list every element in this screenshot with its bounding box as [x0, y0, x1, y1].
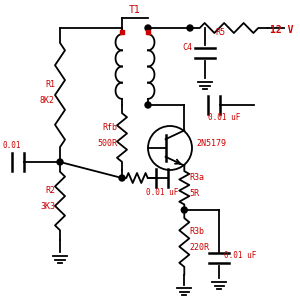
Circle shape	[145, 102, 151, 108]
Circle shape	[181, 207, 187, 213]
Text: R2: R2	[45, 186, 55, 195]
Text: Rfb: Rfb	[102, 122, 117, 131]
Text: 0.01 uF: 0.01 uF	[208, 113, 241, 122]
Text: 12 V: 12 V	[270, 25, 293, 35]
Text: 2N5179: 2N5179	[196, 139, 226, 148]
Text: 3K3: 3K3	[40, 202, 55, 211]
Text: R3a: R3a	[189, 173, 204, 182]
Text: R3b: R3b	[189, 227, 204, 236]
Text: R5: R5	[215, 28, 225, 37]
Text: 0.01: 0.01	[3, 141, 21, 150]
Circle shape	[145, 25, 151, 31]
Text: C4: C4	[182, 43, 192, 52]
Text: 500R: 500R	[97, 139, 117, 148]
Circle shape	[57, 159, 63, 165]
Circle shape	[187, 25, 193, 31]
Text: 0.01 uF: 0.01 uF	[146, 188, 178, 197]
Text: 8K2: 8K2	[40, 96, 55, 105]
Text: R1: R1	[45, 80, 55, 89]
Text: T1: T1	[129, 5, 141, 15]
Text: 0.01 uF: 0.01 uF	[224, 251, 257, 260]
Text: 220R: 220R	[189, 244, 209, 253]
Circle shape	[119, 175, 125, 181]
Text: 5R: 5R	[189, 189, 199, 198]
